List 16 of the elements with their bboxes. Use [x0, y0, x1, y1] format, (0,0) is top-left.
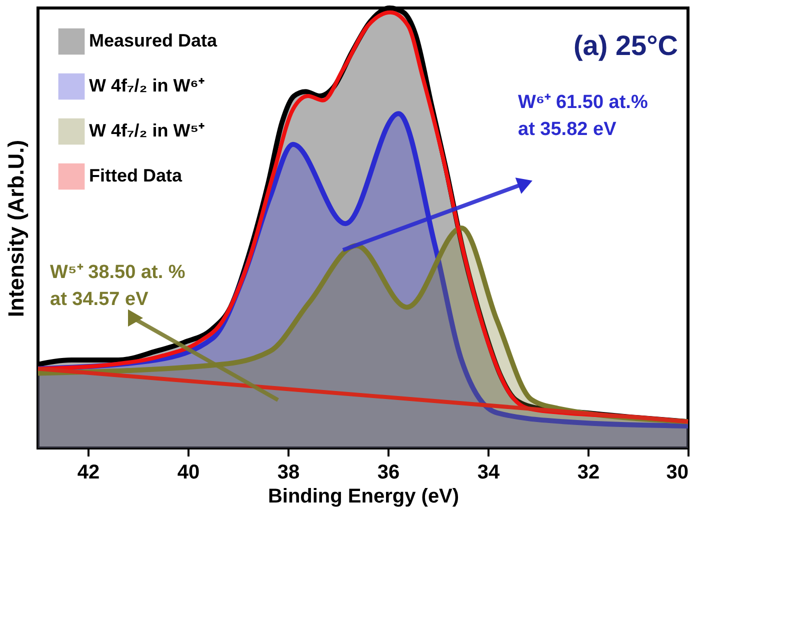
x-tick-label: 42: [77, 462, 100, 484]
x-tick-label: 36: [377, 462, 400, 484]
x-tick-label: 32: [577, 462, 600, 484]
annotation: W⁶⁺ 61.50 at.% at 35.82 eV: [518, 92, 648, 140]
annotation: W⁵⁺ 38.50 at. % at 34.57 eV: [50, 262, 186, 310]
x-tick-label: 30: [666, 462, 688, 484]
x-axis-title: Binding Energy (eV): [268, 486, 460, 508]
legend-label: W 4f₇/₂ in W⁶⁺: [89, 76, 204, 96]
x-tick-label: 40: [177, 462, 200, 484]
legend-label: W 4f₇/₂ in W⁵⁺: [89, 120, 205, 140]
legend-label: Fitted Data: [89, 166, 183, 186]
x-tick-label: 38: [277, 462, 300, 484]
annotation: (a) 25°C: [573, 30, 678, 61]
x-tick-label: 34: [477, 462, 500, 484]
legend-label: Measured Data: [89, 30, 218, 50]
y-axis-title: Intensity (Arb.U.): [4, 140, 28, 318]
